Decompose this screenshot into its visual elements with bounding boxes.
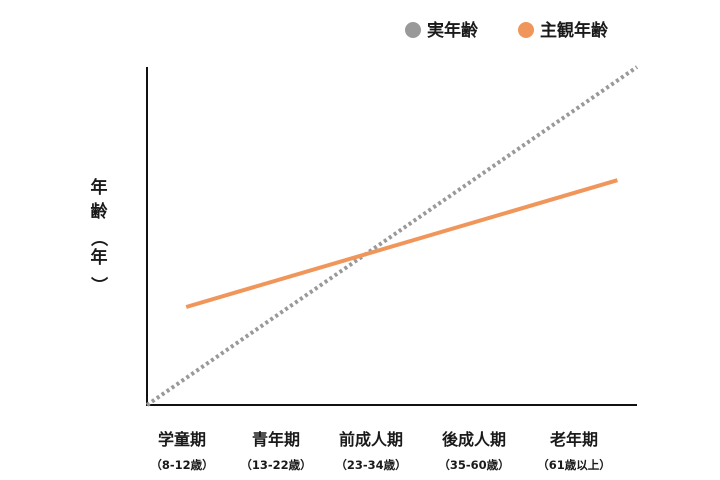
y-axis-label-char: 年 <box>91 177 108 198</box>
legend-marker-actual-age <box>405 22 421 38</box>
legend-label-subjective-age: 主観年齢 <box>540 20 609 41</box>
y-axis-label-char: 年 <box>91 247 108 268</box>
x-tick-label: 前成人期 <box>339 430 403 449</box>
x-tick-label: 後成人期 <box>442 430 506 449</box>
x-tick-label: 青年期 <box>252 430 300 449</box>
y-axis-label-char: （ <box>88 230 109 247</box>
x-tick-sublabel: （13-22歳） <box>240 458 311 472</box>
x-tick-sublabel: （35-60歳） <box>438 458 509 472</box>
x-tick-sublabel: （8-12歳） <box>150 458 213 472</box>
x-tick-label: 学童期 <box>158 430 206 449</box>
series-line-subjective-age <box>185 178 618 309</box>
legend-marker-subjective-age <box>518 22 534 38</box>
legend-label-actual-age: 実年齢 <box>427 20 479 41</box>
y-axis-label-char: ） <box>88 277 109 294</box>
x-tick-label: 老年期 <box>549 430 598 449</box>
x-tick-sublabel: （61歳以上） <box>537 458 611 472</box>
series-line-actual-age <box>145 65 639 407</box>
y-axis-label-char: 齢 <box>91 201 109 222</box>
x-tick-sublabel: （23-34歳） <box>335 458 406 472</box>
